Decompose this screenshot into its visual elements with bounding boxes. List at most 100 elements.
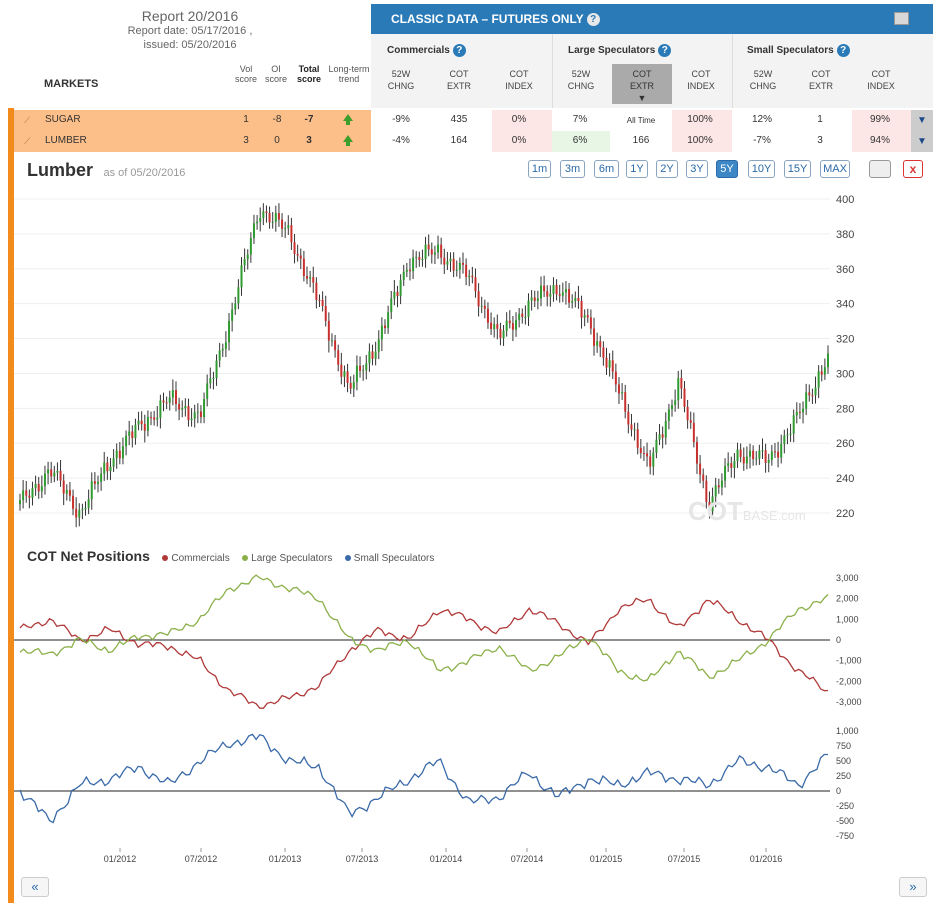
price-candle-body — [162, 400, 165, 403]
trend-header: Long-term trend — [326, 64, 372, 84]
price-candle-body — [568, 289, 571, 303]
question-icon[interactable]: ? — [836, 44, 850, 57]
price-candle-body — [237, 287, 240, 304]
price-candle-body — [636, 429, 639, 448]
price-candle-body — [399, 280, 402, 296]
range-10y-button[interactable]: 10Y — [748, 160, 775, 178]
price-candle-body — [324, 306, 327, 321]
expand-row-button[interactable]: ▼ — [911, 110, 933, 131]
price-candle-body — [702, 474, 705, 481]
next-page-button[interactable]: » — [899, 877, 927, 897]
price-candle-body — [720, 480, 723, 488]
price-candle-body — [249, 238, 252, 255]
col-cot-index[interactable]: COT INDEX — [499, 68, 539, 92]
question-icon[interactable]: ? — [452, 44, 466, 57]
price-candle-body — [652, 452, 655, 467]
price-candle-body — [93, 481, 96, 484]
row-cot-values: -4% 164 0% 6% 166 100% -7% 3 94% ▼ — [371, 131, 933, 152]
table-row-lumber[interactable]: ⟋ LUMBER 3 0 3 -4% 164 0% 6% 166 100% -7… — [8, 131, 933, 152]
price-candle-body — [215, 360, 218, 378]
printer-icon[interactable] — [894, 12, 909, 25]
price-tick-label: 320 — [836, 334, 854, 346]
expand-row-button[interactable]: ▼ — [911, 131, 933, 152]
market-name[interactable]: SUGAR — [45, 114, 81, 125]
report-title: Report 20/2016 — [141, 8, 239, 24]
close-button[interactable]: x — [903, 160, 923, 178]
legend-small-speculators[interactable]: Small Speculators — [344, 553, 435, 564]
price-candle-body — [306, 276, 309, 279]
question-icon[interactable]: ? — [586, 13, 600, 27]
price-candle-body — [586, 315, 589, 318]
legend-label: Large Speculators — [251, 553, 333, 564]
price-tick-label: 240 — [836, 473, 854, 485]
col-52w-chng[interactable]: 52W CHNG — [381, 68, 421, 92]
price-candle-body — [218, 350, 221, 361]
price-tick-label: 300 — [836, 368, 854, 380]
net-series-line-large-speculators — [19, 574, 829, 682]
col-52w-chng[interactable]: 52W CHNG — [561, 68, 601, 92]
legend-dot — [242, 555, 249, 562]
price-candle-body — [505, 320, 508, 331]
price-candle-body — [134, 424, 137, 439]
price-candle-body — [178, 404, 181, 410]
price-candle-body — [90, 481, 93, 500]
price-candle-body — [146, 417, 149, 431]
large-cot-extr: 166 — [632, 135, 650, 146]
legend-label: Small Speculators — [353, 553, 435, 564]
price-candle-body — [277, 212, 280, 220]
col-cot-extr[interactable]: COT EXTR — [801, 68, 841, 92]
price-candle-body — [196, 411, 199, 413]
price-candle-body — [293, 242, 296, 254]
price-candle-body — [511, 323, 514, 330]
question-icon[interactable]: ? — [658, 44, 672, 57]
arrow-up-icon — [343, 114, 353, 125]
highlight-cell — [492, 131, 552, 152]
col-cot-extr-sorted[interactable]: COT EXTR ▼ — [612, 64, 672, 104]
legend-commercials[interactable]: Commercials — [162, 553, 230, 564]
price-candle-body — [773, 451, 776, 453]
range-1y-button[interactable]: 1Y — [626, 160, 648, 178]
price-candle-body — [199, 411, 202, 418]
row-cot-values: -9% 435 0% 7% All Time 100% 12% 1 99% ▼ — [371, 110, 933, 131]
price-candle-body — [792, 415, 795, 434]
group-small-speculators: Small Speculators? 52W CHNG COT EXTR COT IN… — [732, 34, 933, 108]
range-max-button[interactable]: MAX — [820, 160, 850, 178]
col-cot-index[interactable]: COT INDEX — [681, 68, 721, 92]
small-tick-label: 750 — [836, 741, 851, 751]
col-l1: 52W — [753, 69, 773, 79]
range-3y-button[interactable]: 3Y — [686, 160, 708, 178]
range-15y-button[interactable]: 15Y — [784, 160, 811, 178]
price-candle-body — [667, 409, 670, 422]
price-candle-body — [302, 258, 305, 277]
price-candle-body — [393, 291, 396, 299]
price-candle-body — [642, 453, 645, 455]
col-cot-index[interactable]: COT INDEX — [861, 68, 901, 92]
price-candle-body — [767, 459, 770, 463]
range-6m-button[interactable]: 6m — [594, 160, 619, 178]
range-2y-button[interactable]: 2Y — [656, 160, 678, 178]
price-candle-body — [103, 462, 106, 474]
price-candle-body — [234, 303, 237, 310]
small-cot-extr: 1 — [817, 114, 823, 125]
price-candle-body — [368, 351, 371, 364]
table-row-sugar[interactable]: ⟋ SUGAR 1 -8 -7 -9% 435 0% 7% All Time 1… — [8, 110, 933, 131]
price-candle-body — [327, 320, 330, 341]
col-cot-extr[interactable]: COT EXTR — [439, 68, 479, 92]
market-name[interactable]: LUMBER — [45, 135, 87, 146]
price-candle-body — [387, 312, 390, 329]
col-52w-chng[interactable]: 52W CHNG — [743, 68, 783, 92]
price-candle-body — [377, 339, 380, 352]
prev-page-button[interactable]: « — [21, 877, 49, 897]
group-title: Small Speculators? — [747, 44, 850, 57]
price-candle-body — [823, 367, 826, 375]
printer-icon[interactable] — [869, 160, 891, 178]
range-5y-button[interactable]: 5Y — [716, 160, 738, 178]
cotbase-watermark: COTBASE.com — [688, 496, 806, 527]
net-positions-header: COT Net Positions Commercials Large Spec… — [27, 548, 434, 566]
range-1m-button[interactable]: 1m — [528, 160, 551, 178]
col-l1: COT — [691, 69, 711, 79]
range-3m-button[interactable]: 3m — [560, 160, 585, 178]
large-cot-index: 100% — [687, 135, 713, 146]
legend-large-speculators[interactable]: Large Speculators — [242, 553, 332, 564]
